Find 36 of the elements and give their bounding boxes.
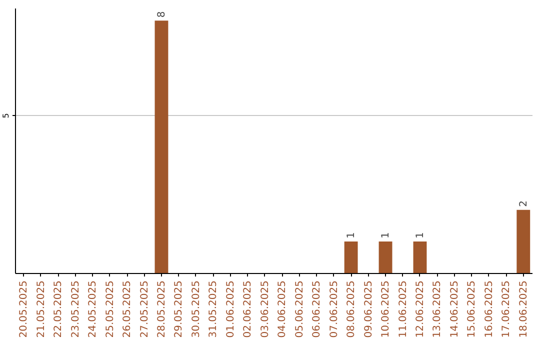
x-tick-label: 05.06.2025 (294, 280, 306, 338)
x-tick-label: 25.05.2025 (104, 280, 116, 338)
x-tick-label: 20.05.2025 (18, 280, 30, 338)
data-label: 1 (414, 232, 426, 238)
x-tick-label: 11.06.2025 (398, 280, 409, 338)
data-label: 8 (156, 11, 168, 18)
x-tick-label: 04.06.2025 (277, 280, 288, 338)
x-tick-label: 29.05.2025 (174, 280, 185, 338)
x-tick-label: 06.06.2025 (312, 280, 323, 338)
x-tick-label: 18.06.2025 (518, 280, 530, 338)
x-tick-label: 09.06.2025 (363, 280, 374, 338)
x-tick-label: 03.06.2025 (260, 280, 271, 338)
x-tick-label: 26.05.2025 (122, 280, 134, 338)
x-tick-label: 21.05.2025 (36, 280, 47, 338)
x-tick-label: 16.06.2025 (484, 280, 495, 338)
x-tick-label: 17.06.2025 (501, 280, 512, 338)
x-tick-label: 12.06.2025 (414, 280, 426, 338)
x-tick-label: 01.06.2025 (225, 280, 236, 338)
x-tick-label: 24.05.2025 (88, 280, 99, 338)
x-tick-label: 23.05.2025 (70, 280, 82, 338)
x-tick-label: 07.06.2025 (328, 280, 340, 338)
x-tick-label: 02.06.2025 (242, 280, 254, 338)
x-tick-label: 30.05.2025 (190, 280, 202, 338)
data-label: 1 (380, 232, 392, 238)
data-label: 1 (346, 232, 358, 238)
x-tick-label: 15.06.2025 (466, 280, 478, 338)
x-tick-label: 27.05.2025 (139, 280, 150, 338)
x-tick-label: 14.06.2025 (449, 280, 460, 338)
x-tick-label: 22.05.2025 (53, 280, 64, 338)
x-tick-label: 08.06.2025 (346, 280, 358, 338)
y-tick-label: 5 (2, 113, 10, 118)
x-tick-label: 28.05.2025 (156, 280, 168, 338)
x-tick-label: 31.05.2025 (208, 280, 220, 338)
data-label: 2 (518, 200, 530, 207)
x-tick-label: 13.06.2025 (432, 280, 444, 338)
x-tick-label: 10.06.2025 (380, 280, 392, 338)
